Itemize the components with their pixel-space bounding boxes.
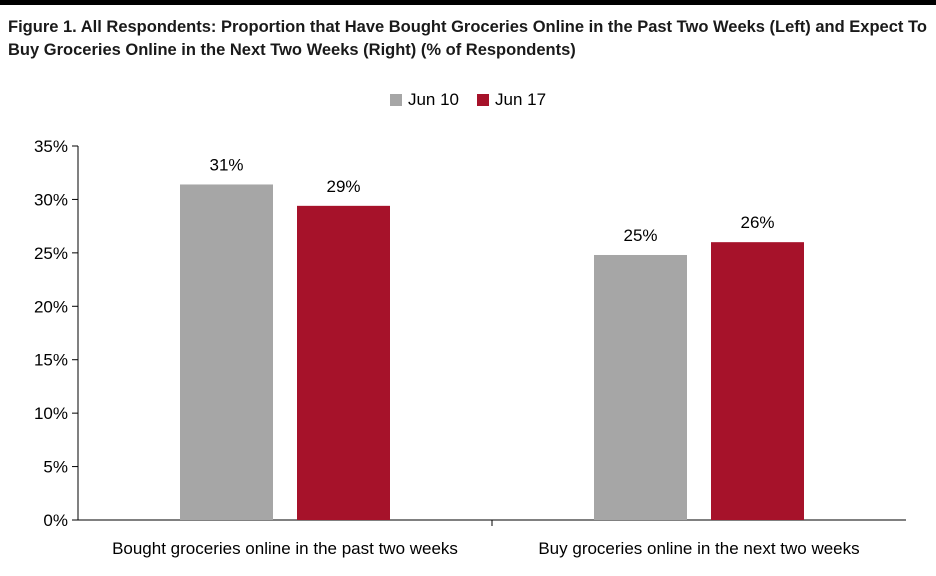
bar-jun-17 <box>711 242 804 520</box>
legend-swatch-jun-10 <box>389 94 402 106</box>
y-tick-label: 25% <box>34 244 68 263</box>
x-category-label: Buy groceries online in the next two wee… <box>538 539 859 558</box>
figure-title: Figure 1. All Respondents: Proportion th… <box>8 18 927 59</box>
y-tick-label: 10% <box>34 404 68 423</box>
bar-jun-17 <box>297 205 390 520</box>
legend-label-jun-17: Jun 17 <box>495 90 547 109</box>
legend: Jun 10 Jun 17 <box>0 88 936 112</box>
legend-item-jun-10: Jun 10 <box>389 90 459 110</box>
y-tick-label: 30% <box>34 190 68 209</box>
bar-jun-10 <box>180 184 273 520</box>
legend-swatch-jun-17 <box>477 94 489 106</box>
legend-item-jun-17: Jun 17 <box>477 90 546 110</box>
y-tick-label: 15% <box>34 351 68 370</box>
y-tick-label: 0% <box>43 511 68 530</box>
y-tick-label: 20% <box>34 297 68 316</box>
x-category-label: Bought groceries online in the past two … <box>112 539 458 558</box>
y-tick-label: 5% <box>43 458 68 477</box>
bar-jun-10 <box>594 254 687 520</box>
top-rule <box>0 0 936 5</box>
legend-label-jun-10: Jun 10 <box>407 90 459 109</box>
data-label: 31% <box>209 155 243 174</box>
data-label: 26% <box>740 213 774 232</box>
data-label: 29% <box>326 177 360 196</box>
y-tick-label: 35% <box>34 137 68 156</box>
data-label: 25% <box>623 226 657 245</box>
